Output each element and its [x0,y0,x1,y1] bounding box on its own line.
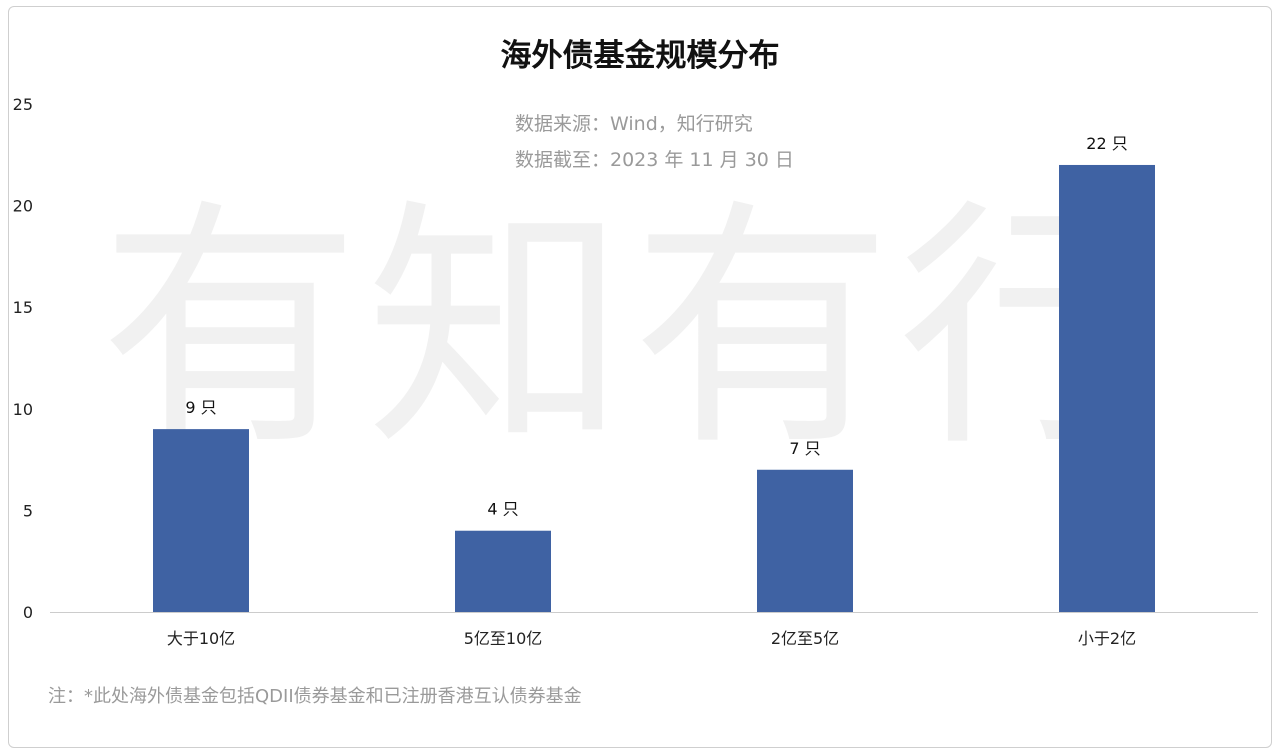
y-tick-label: 10 [13,400,33,419]
x-tick-label: 2亿至5亿 [771,629,839,648]
bar [1059,164,1155,612]
subtitle-date: 数据截至：2023 年 11 月 30 日 [515,149,794,171]
watermark: 有知有行 [100,179,1164,481]
data-label: 4 只 [487,500,518,519]
data-label: 9 只 [185,398,216,417]
x-tick-label: 5亿至10亿 [464,629,543,648]
chart-footnote: 注：*此处海外债基金包括QDII债券基金和已注册香港互认债券基金 [48,686,582,707]
x-tick-label: 小于2亿 [1078,629,1136,648]
y-tick-label: 5 [23,501,33,520]
x-tick-label: 大于10亿 [167,629,235,648]
bar [153,429,249,612]
y-tick-label: 20 [13,197,33,216]
y-tick-label: 15 [13,298,33,317]
chart-title: 海外债基金规模分布 [500,38,780,74]
chart-subtitle: 数据来源：Wind，知行研究 数据截至：2023 年 11 月 30 日 [515,106,794,178]
bar [757,469,853,612]
subtitle-source: 数据来源：Wind，知行研究 [515,113,753,135]
y-tick-label: 0 [23,603,33,622]
y-tick-label: 25 [13,95,33,114]
bar [455,530,551,612]
data-label: 22 只 [1086,134,1127,153]
data-label: 7 只 [789,439,820,458]
